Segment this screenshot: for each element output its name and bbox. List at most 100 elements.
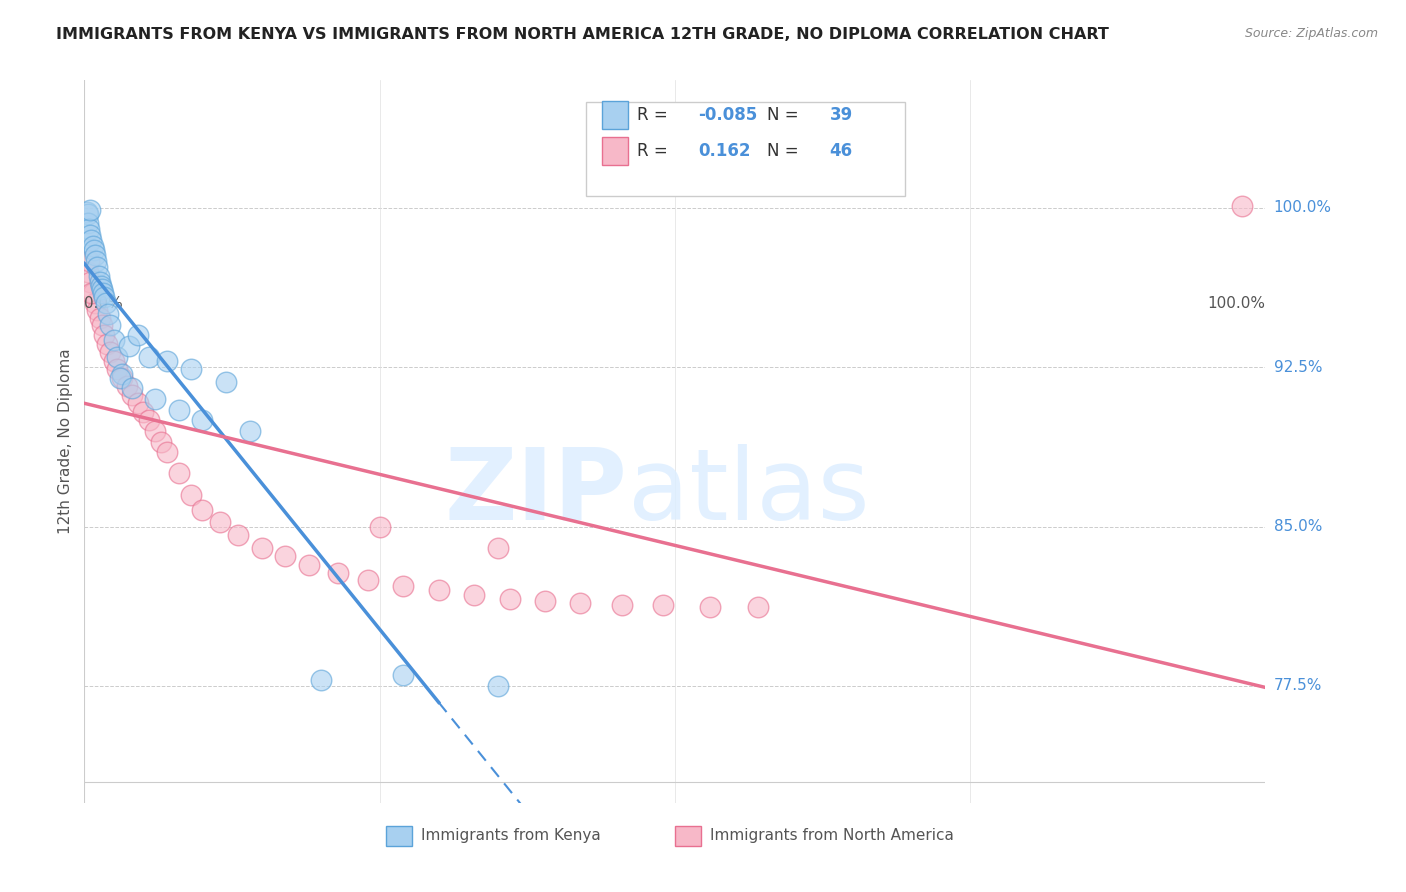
Point <box>427 583 450 598</box>
Point <box>77 207 100 221</box>
Point <box>156 353 179 368</box>
Point <box>111 371 134 385</box>
Bar <box>385 826 412 847</box>
Point <box>91 285 114 300</box>
Point <box>121 388 143 402</box>
Point <box>118 339 141 353</box>
Point <box>226 528 249 542</box>
Point <box>84 254 107 268</box>
Text: Immigrants from Kenya: Immigrants from Kenya <box>420 829 600 843</box>
Point <box>215 375 238 389</box>
Point <box>103 353 125 368</box>
Point <box>93 290 115 304</box>
Point <box>274 549 297 564</box>
Point <box>191 502 214 516</box>
Point <box>138 413 160 427</box>
Point <box>98 318 121 332</box>
Point <box>107 362 129 376</box>
Point <box>143 424 166 438</box>
Point <box>77 264 100 278</box>
Text: ZIP: ZIP <box>444 443 627 541</box>
Point <box>167 467 190 481</box>
Point <box>132 405 155 419</box>
Point <box>180 362 202 376</box>
Text: 0.0%: 0.0% <box>84 295 124 310</box>
Point <box>328 566 350 581</box>
Text: 100.0%: 100.0% <box>1274 201 1331 215</box>
Point <box>87 268 110 283</box>
Point <box>138 350 160 364</box>
Point <box>76 205 98 219</box>
Point <box>98 345 121 359</box>
Point <box>747 600 769 615</box>
Point <box>77 216 100 230</box>
Text: Source: ZipAtlas.com: Source: ZipAtlas.com <box>1244 27 1378 40</box>
Point <box>239 424 262 438</box>
Point <box>79 228 101 243</box>
Point <box>486 541 509 555</box>
Point <box>103 333 125 347</box>
Bar <box>602 137 627 165</box>
Point <box>77 222 100 236</box>
Point <box>89 275 111 289</box>
Bar <box>675 826 700 847</box>
Point <box>392 668 415 682</box>
Point <box>498 591 520 606</box>
Text: 46: 46 <box>830 142 852 160</box>
Bar <box>602 101 627 128</box>
Point <box>82 239 104 253</box>
Point <box>86 302 108 317</box>
Text: atlas: atlas <box>627 443 869 541</box>
Point <box>569 596 592 610</box>
Point <box>84 247 107 261</box>
Point <box>93 328 115 343</box>
Point <box>107 350 129 364</box>
Point <box>143 392 166 406</box>
Point <box>699 600 721 615</box>
Text: 100.0%: 100.0% <box>1208 295 1265 310</box>
Point <box>115 379 138 393</box>
Point <box>357 573 380 587</box>
FancyBboxPatch shape <box>586 102 905 196</box>
Point <box>84 296 107 310</box>
Point <box>309 673 332 687</box>
Text: 85.0%: 85.0% <box>1274 519 1322 534</box>
Point <box>111 367 134 381</box>
Point <box>486 679 509 693</box>
Point <box>108 371 131 385</box>
Point <box>96 336 118 351</box>
Point <box>80 233 103 247</box>
Text: 77.5%: 77.5% <box>1274 679 1322 693</box>
Y-axis label: 12th Grade, No Diploma: 12th Grade, No Diploma <box>58 349 73 534</box>
Point <box>97 307 120 321</box>
Point <box>121 381 143 395</box>
Point <box>191 413 214 427</box>
Point <box>83 244 105 258</box>
Text: N =: N = <box>768 142 804 160</box>
Point <box>209 516 232 530</box>
Point <box>610 598 633 612</box>
Point <box>392 579 415 593</box>
Point <box>90 279 112 293</box>
Point <box>77 254 100 268</box>
Text: N =: N = <box>768 106 804 124</box>
Point <box>89 311 111 326</box>
Text: 39: 39 <box>830 106 853 124</box>
Point <box>250 541 273 555</box>
Text: -0.085: -0.085 <box>699 106 758 124</box>
Point <box>1230 199 1253 213</box>
Point <box>652 598 675 612</box>
Text: IMMIGRANTS FROM KENYA VS IMMIGRANTS FROM NORTH AMERICA 12TH GRADE, NO DIPLOMA CO: IMMIGRANTS FROM KENYA VS IMMIGRANTS FROM… <box>56 27 1109 42</box>
Text: 92.5%: 92.5% <box>1274 359 1322 375</box>
Text: Immigrants from North America: Immigrants from North America <box>710 829 955 843</box>
Point <box>79 275 101 289</box>
Text: R =: R = <box>637 106 673 124</box>
Point <box>86 260 108 275</box>
Point <box>167 402 190 417</box>
Point <box>463 588 485 602</box>
Point <box>82 285 104 300</box>
Point <box>79 202 101 217</box>
Point <box>368 519 391 533</box>
Point <box>150 434 173 449</box>
Point <box>298 558 321 572</box>
